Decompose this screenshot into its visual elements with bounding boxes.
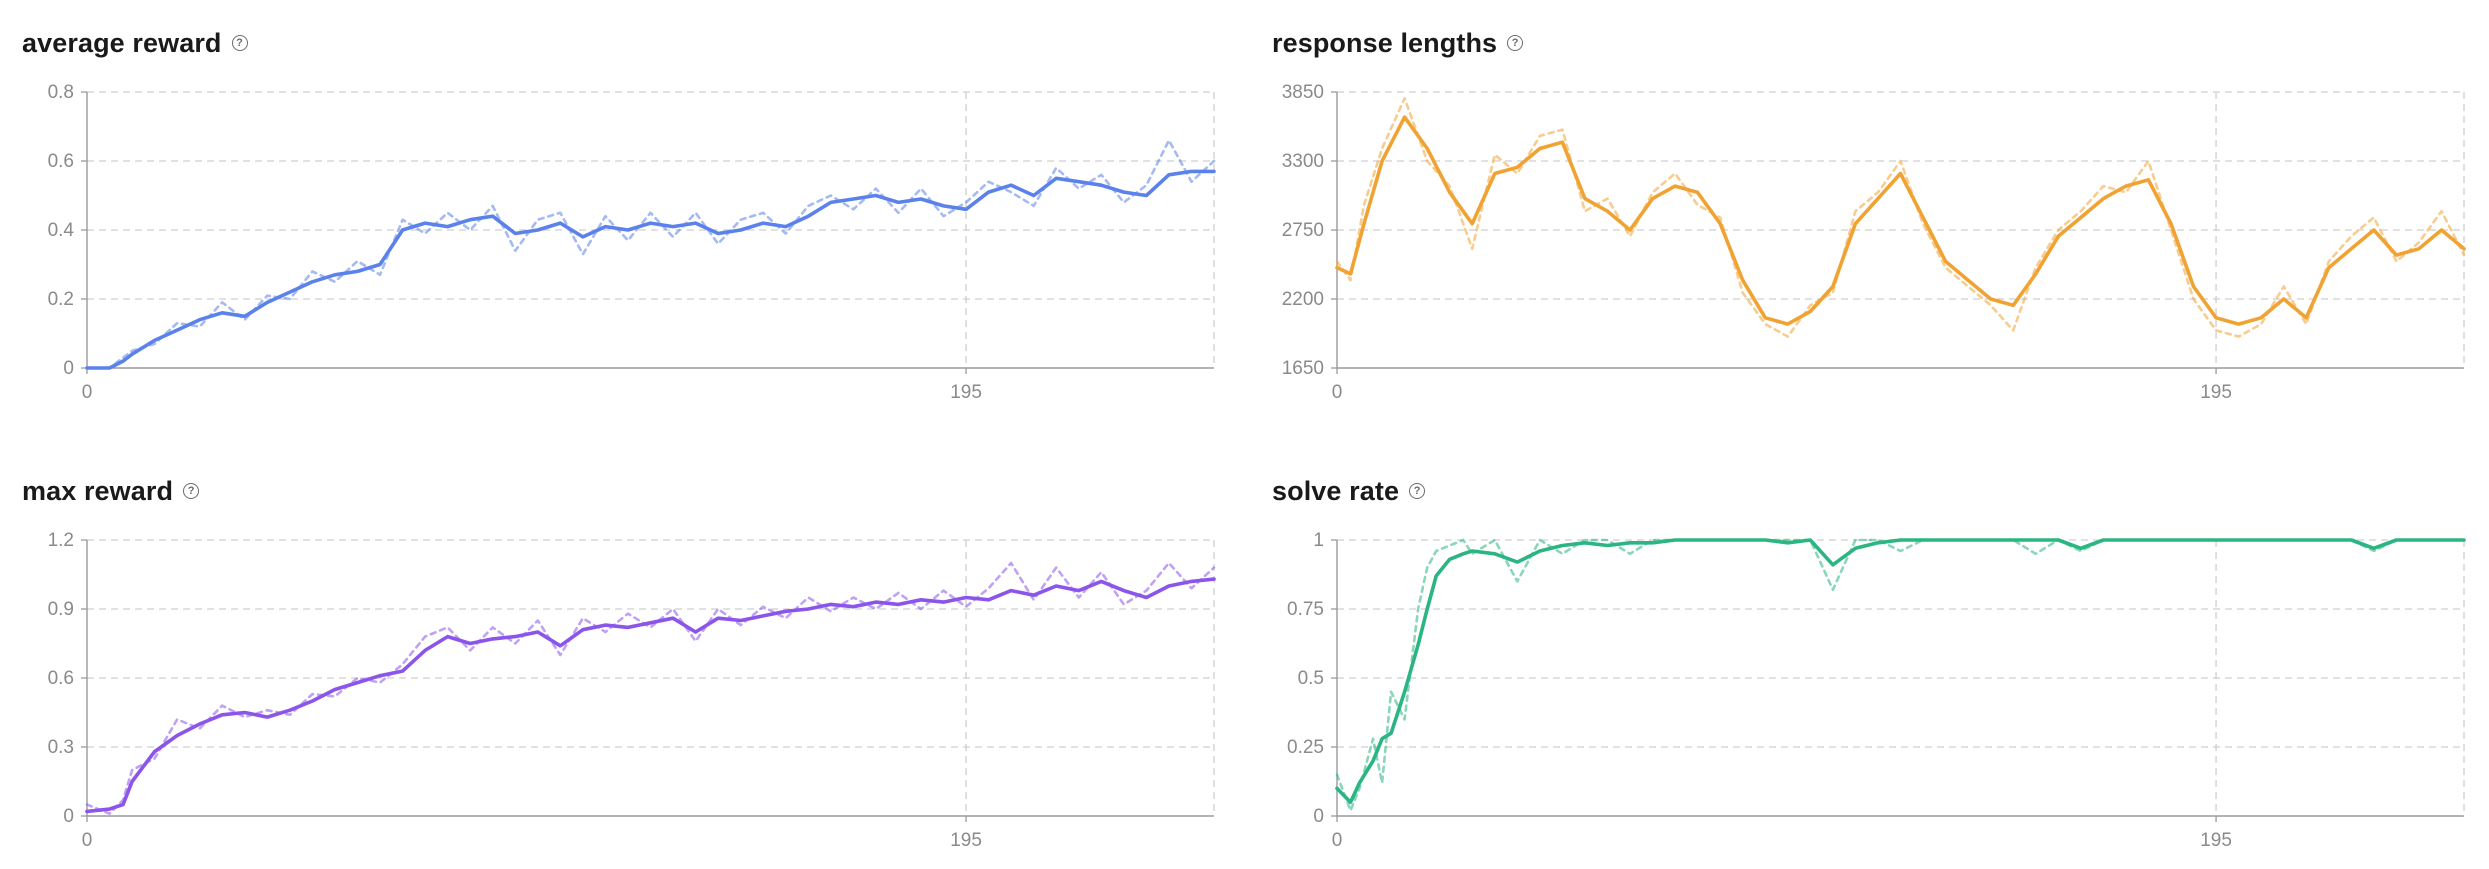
y-tick-label: 0.5 bbox=[1298, 668, 1324, 689]
x-tick-label: 195 bbox=[950, 830, 982, 851]
y-tick-label: 0.25 bbox=[1287, 737, 1324, 758]
chart-panel-response-lengths: response lengths ? 1650 2200 2750 3300 3850 0… bbox=[1272, 23, 2472, 403]
y-tick-label: 3300 bbox=[1282, 151, 1324, 172]
series-line-raw bbox=[85, 139, 1216, 370]
x-tick-label: 195 bbox=[950, 382, 982, 403]
y-tick-label: 0.75 bbox=[1287, 599, 1324, 620]
chart-title: average reward bbox=[22, 27, 222, 58]
chart-header: average reward ? bbox=[22, 23, 248, 63]
chart-header: solve rate ? bbox=[1272, 471, 1426, 511]
y-tick-label: 0.4 bbox=[48, 220, 75, 241]
y-tick-label: 1 bbox=[1313, 530, 1324, 551]
y-tick-label: 3850 bbox=[1282, 82, 1324, 103]
help-icon[interactable]: ? bbox=[231, 35, 248, 51]
y-tick-label: 0 bbox=[63, 358, 74, 379]
series-line-smoothed bbox=[1335, 538, 2466, 805]
series-line-raw bbox=[1335, 538, 2466, 812]
y-tick-label: 0 bbox=[1313, 806, 1324, 827]
y-tick-label: 0.6 bbox=[48, 668, 74, 689]
help-icon[interactable]: ? bbox=[183, 483, 200, 499]
chart-header: response lengths ? bbox=[1272, 23, 1524, 63]
y-tick-label: 0 bbox=[63, 806, 74, 827]
y-tick-label: 1.2 bbox=[48, 530, 74, 551]
y-tick-label: 2750 bbox=[1282, 220, 1324, 241]
x-tick-label: 0 bbox=[1332, 382, 1343, 403]
series-line-smoothed bbox=[85, 169, 1216, 370]
y-tick-label: 0.8 bbox=[48, 82, 74, 103]
help-icon[interactable]: ? bbox=[1507, 35, 1524, 51]
chart-panel-max-reward: max reward ? 0 0.3 0.6 0.9 1.2 0 195 bbox=[22, 471, 1222, 851]
x-tick-label: 195 bbox=[2200, 382, 2232, 403]
y-tick-label: 1650 bbox=[1282, 358, 1324, 379]
chart-title: solve rate bbox=[1272, 475, 1400, 506]
chart-panel-solve-rate: solve rate ? 0 0.25 0.5 0.75 1 0 195 bbox=[1272, 471, 2472, 851]
x-tick-label: 0 bbox=[82, 830, 93, 851]
y-tick-label: 0.3 bbox=[48, 737, 74, 758]
series-line-raw bbox=[1335, 97, 2466, 338]
y-tick-label: 2200 bbox=[1282, 289, 1324, 310]
chart-title: max reward bbox=[22, 475, 174, 506]
chart-panel-average-reward: average reward ? 0 0.2 0.4 0.6 0.8 0 195 bbox=[22, 23, 1222, 403]
series-line-smoothed bbox=[1335, 115, 2466, 326]
y-tick-label: 0.6 bbox=[48, 151, 74, 172]
chart-svg: 0 0.2 0.4 0.6 0.8 0 195 bbox=[48, 82, 1216, 403]
series-line-smoothed bbox=[85, 577, 1216, 814]
chart-svg: 0 0.25 0.5 0.75 1 0 195 bbox=[1287, 530, 2466, 851]
chart-svg: 0 0.3 0.6 0.9 1.2 0 195 bbox=[48, 530, 1216, 851]
x-tick-label: 195 bbox=[2200, 830, 2232, 851]
chart-svg: 1650 2200 2750 3300 3850 0 195 bbox=[1282, 82, 2466, 403]
chart-title: response lengths bbox=[1272, 27, 1498, 58]
x-tick-label: 0 bbox=[1332, 830, 1343, 851]
y-tick-label: 0.9 bbox=[48, 599, 74, 620]
help-icon[interactable]: ? bbox=[1409, 483, 1426, 499]
chart-header: max reward ? bbox=[22, 471, 200, 511]
x-tick-label: 0 bbox=[82, 382, 93, 403]
y-tick-label: 0.2 bbox=[48, 289, 74, 310]
series-line-raw bbox=[85, 561, 1216, 816]
